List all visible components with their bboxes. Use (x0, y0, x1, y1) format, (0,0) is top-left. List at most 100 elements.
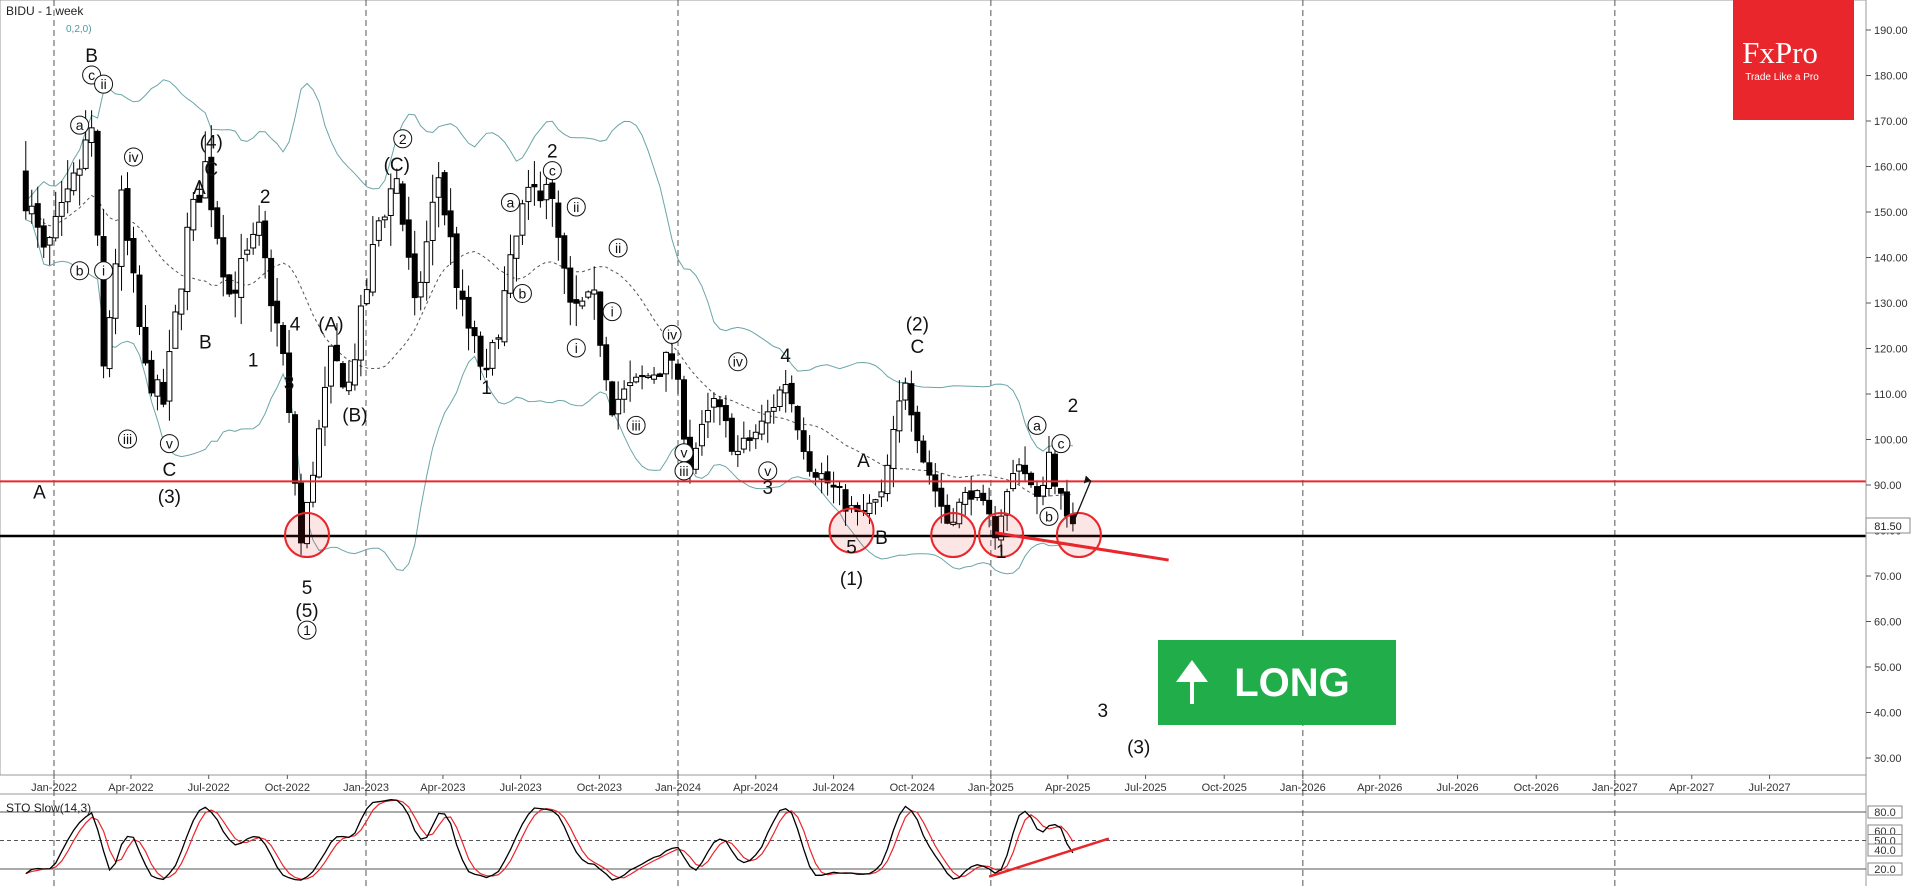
candle-body (525, 186, 532, 203)
candle-body (1057, 488, 1064, 494)
candle-body (477, 335, 484, 367)
candle-body (471, 327, 478, 337)
candle-body (130, 238, 137, 274)
candle-body (878, 491, 885, 498)
wave-label-circle (159, 434, 179, 454)
candle-body (932, 474, 939, 492)
wave-label-circle (70, 261, 90, 281)
candle-body (40, 225, 47, 248)
wave-label-circle (626, 415, 646, 435)
wave-label: 3 (1098, 701, 1109, 722)
candle-body (633, 376, 640, 383)
wave-label: a (1033, 417, 1041, 433)
wave-label: 4 (290, 314, 301, 335)
candle-body (639, 375, 646, 378)
candle-body (573, 299, 580, 304)
candle-body (214, 207, 221, 239)
wave-label: 2 (547, 141, 558, 162)
wave-label-circle (94, 261, 114, 281)
y-tick-label: 70.00 (1874, 571, 1902, 583)
candle-body (321, 386, 328, 428)
y-tick-label: 30.00 (1874, 753, 1902, 765)
candle-body (675, 363, 681, 380)
wave-label: c (549, 163, 556, 179)
x-tick-label: Apr-2026 (1357, 782, 1402, 794)
projection-arrow (1072, 480, 1092, 524)
wave-label-circle (123, 147, 143, 167)
logo-name: FxPro (1742, 35, 1818, 70)
wave-label: B (875, 528, 888, 549)
candle-body (226, 274, 233, 295)
candle-body (441, 172, 448, 216)
candle-body (794, 405, 801, 431)
wave-label: c (1057, 436, 1064, 452)
x-tick-label: Apr-2023 (420, 782, 465, 794)
candle-body (238, 258, 245, 298)
candle-body (417, 281, 424, 298)
x-tick-label: Jan-2024 (655, 782, 701, 794)
wave-label: 1 (248, 351, 259, 372)
candle-body (106, 317, 113, 370)
candle-body (698, 423, 705, 447)
candle-body (1034, 486, 1041, 497)
candle-body (974, 490, 981, 499)
x-tick-label: Jul-2027 (1748, 782, 1790, 794)
candle-body (1022, 464, 1029, 475)
y-tick-label: 50.00 (1874, 662, 1902, 674)
wave-label: iii (123, 431, 132, 447)
candle-body (1039, 484, 1046, 497)
y-tick-label: 140.00 (1874, 253, 1908, 265)
candle-body (746, 437, 753, 441)
candle-body (507, 254, 514, 294)
y-tick-label: 180.00 (1874, 71, 1908, 83)
x-tick-label: Oct-2025 (1202, 782, 1247, 794)
x-tick-label: Jul-2024 (812, 782, 854, 794)
candle-body (537, 190, 544, 202)
candle-body (890, 428, 897, 469)
candle-body (519, 203, 526, 236)
candle-body (399, 183, 406, 225)
candle-body (597, 291, 604, 346)
x-tick-label: Oct-2022 (265, 782, 310, 794)
bollinger-bands (25, 79, 1073, 575)
y-tick-label: 130.00 (1874, 298, 1908, 310)
wave-label: C (910, 337, 924, 358)
candle-body (938, 487, 945, 507)
candle-body (387, 188, 394, 217)
osc-level-label: 80.0 (1874, 807, 1895, 819)
wave-label: 1 (303, 622, 311, 638)
time-axis: Jan-2022 Apr-2022 Jul-2022 Oct-2022 Jan-2023… (31, 775, 1791, 794)
candle-body (579, 300, 586, 307)
candle-body (722, 405, 729, 422)
wave-label: B (85, 46, 98, 67)
candle-body (824, 471, 831, 484)
candle-body (447, 210, 454, 238)
wave-label: A (857, 451, 870, 472)
marked-low-circle (930, 512, 977, 559)
wave-label-circle (542, 161, 562, 181)
wave-label: i (575, 340, 578, 356)
x-tick-label: Apr-2024 (733, 782, 778, 794)
candle-body (1004, 491, 1011, 516)
candle-body (160, 381, 167, 405)
signal-background (1158, 640, 1396, 725)
candle-body (465, 296, 472, 329)
wave-label: A (193, 178, 206, 199)
candle-body (842, 489, 849, 512)
x-tick-label: Jan-2027 (1592, 782, 1638, 794)
candle-body (46, 237, 53, 246)
candle-body (58, 201, 65, 217)
wave-label-circle (1051, 434, 1071, 454)
wave-label: v (764, 463, 771, 479)
candle-body (52, 215, 59, 239)
up-arrow-icon (1176, 660, 1208, 704)
candle-body (555, 202, 562, 238)
wave-label-circle (70, 115, 90, 135)
candle-body (184, 226, 191, 293)
candle-body (908, 383, 915, 416)
osc-level-box (1867, 843, 1903, 857)
wave-label-circle (500, 192, 520, 212)
stochastic-panel: 80.060.050.040.020.0 (0, 799, 1903, 881)
